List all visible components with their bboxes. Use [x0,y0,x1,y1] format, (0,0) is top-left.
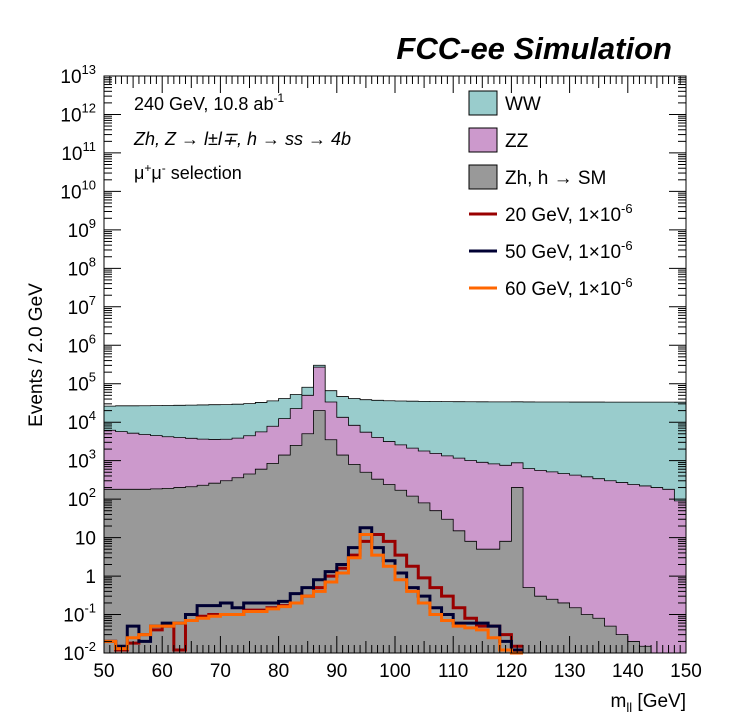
annotation-line-3-b: μ [151,163,161,183]
annotation-line-3-c: selection [166,163,242,183]
annotation-line-1: 240 GeV, 10.8 ab-1 [134,91,284,114]
chart-header: FCC-ee Simulation [396,31,672,66]
x-tick-label: 70 [210,661,231,682]
annotation-line-3-sup2: - [162,161,166,175]
y-tick-label: 104 [68,408,96,434]
stack-zh-h-sm [103,410,686,654]
legend-label: WW [505,94,541,115]
legend-swatch [468,127,498,153]
y-tick-label: 106 [68,331,96,357]
x-axis-title-unit: [GeV] [632,691,686,712]
legend-label: 60 GeV, 1×10-6 [505,275,633,300]
x-tick-label: 130 [554,661,586,682]
annotation-block: 240 GeV, 10.8 ab-1 Zh, Z → l±l∓, h → ss … [133,91,351,183]
y-tick-label: 107 [68,293,96,319]
y-tick-label: 1010 [60,177,96,203]
signal-line-2 [104,526,524,652]
x-tick-label: 110 [438,661,468,682]
x-tick-label: 80 [268,661,289,682]
legend: WW ZZ Zh, h → SM 20 GeV, 1×10-6 50 GeV, 1×10… [468,90,633,300]
y-tick-label: 102 [68,485,96,511]
y-tick-label: 10 [75,529,96,550]
x-tick-label: 50 [93,661,114,682]
annotation-line-1-main: 240 GeV, 10.8 ab [134,94,273,114]
signal-layer [104,526,524,655]
x-tick-label: 60 [152,661,173,682]
y-axis-title: Events / 2.0 GeV [26,283,47,427]
x-axis-title-sub: ll [626,700,632,715]
x-tick-label: 90 [326,661,347,682]
x-axis-title: mll [GeV] [611,691,686,715]
y-tick-label: 105 [68,370,96,396]
y-tick-label: 1011 [61,139,96,165]
x-tick-label: 120 [496,661,528,682]
legend-swatch [468,164,498,190]
annotation-line-1-sup: -1 [273,91,284,105]
y-tick-label: 10-1 [63,601,96,627]
histogram-layer [103,364,687,654]
x-tick-label: 150 [670,661,702,682]
y-tick-label: 109 [68,216,96,242]
y-tick-label: 1 [85,567,96,588]
annotation-line-3-sup1: + [144,161,151,175]
y-tick-label: 10-2 [63,639,96,665]
annotation-line-3: μ+μ- selection [134,161,242,183]
legend-swatch [468,90,498,116]
legend-label: Zh, h → SM [505,168,606,189]
y-tick-label: 1012 [60,100,96,126]
x-axis-title-main: m [611,691,627,712]
x-tick-label: 140 [612,661,644,682]
x-tick-label: 100 [379,661,411,682]
legend-label: 50 GeV, 1×10-6 [505,238,633,263]
y-tick-label: 108 [68,254,96,280]
annotation-line-2: Zh, Z → l±l∓, h → ss → 4b [133,129,351,149]
legend-label: 20 GeV, 1×10-6 [505,201,633,226]
y-tick-label: 1013 [60,62,96,88]
legend-label: ZZ [505,131,529,152]
signal-line-3 [104,533,524,655]
annotation-line-3-a: μ [134,163,144,183]
y-tick-label: 103 [68,447,96,473]
signal-line-1 [104,533,524,652]
